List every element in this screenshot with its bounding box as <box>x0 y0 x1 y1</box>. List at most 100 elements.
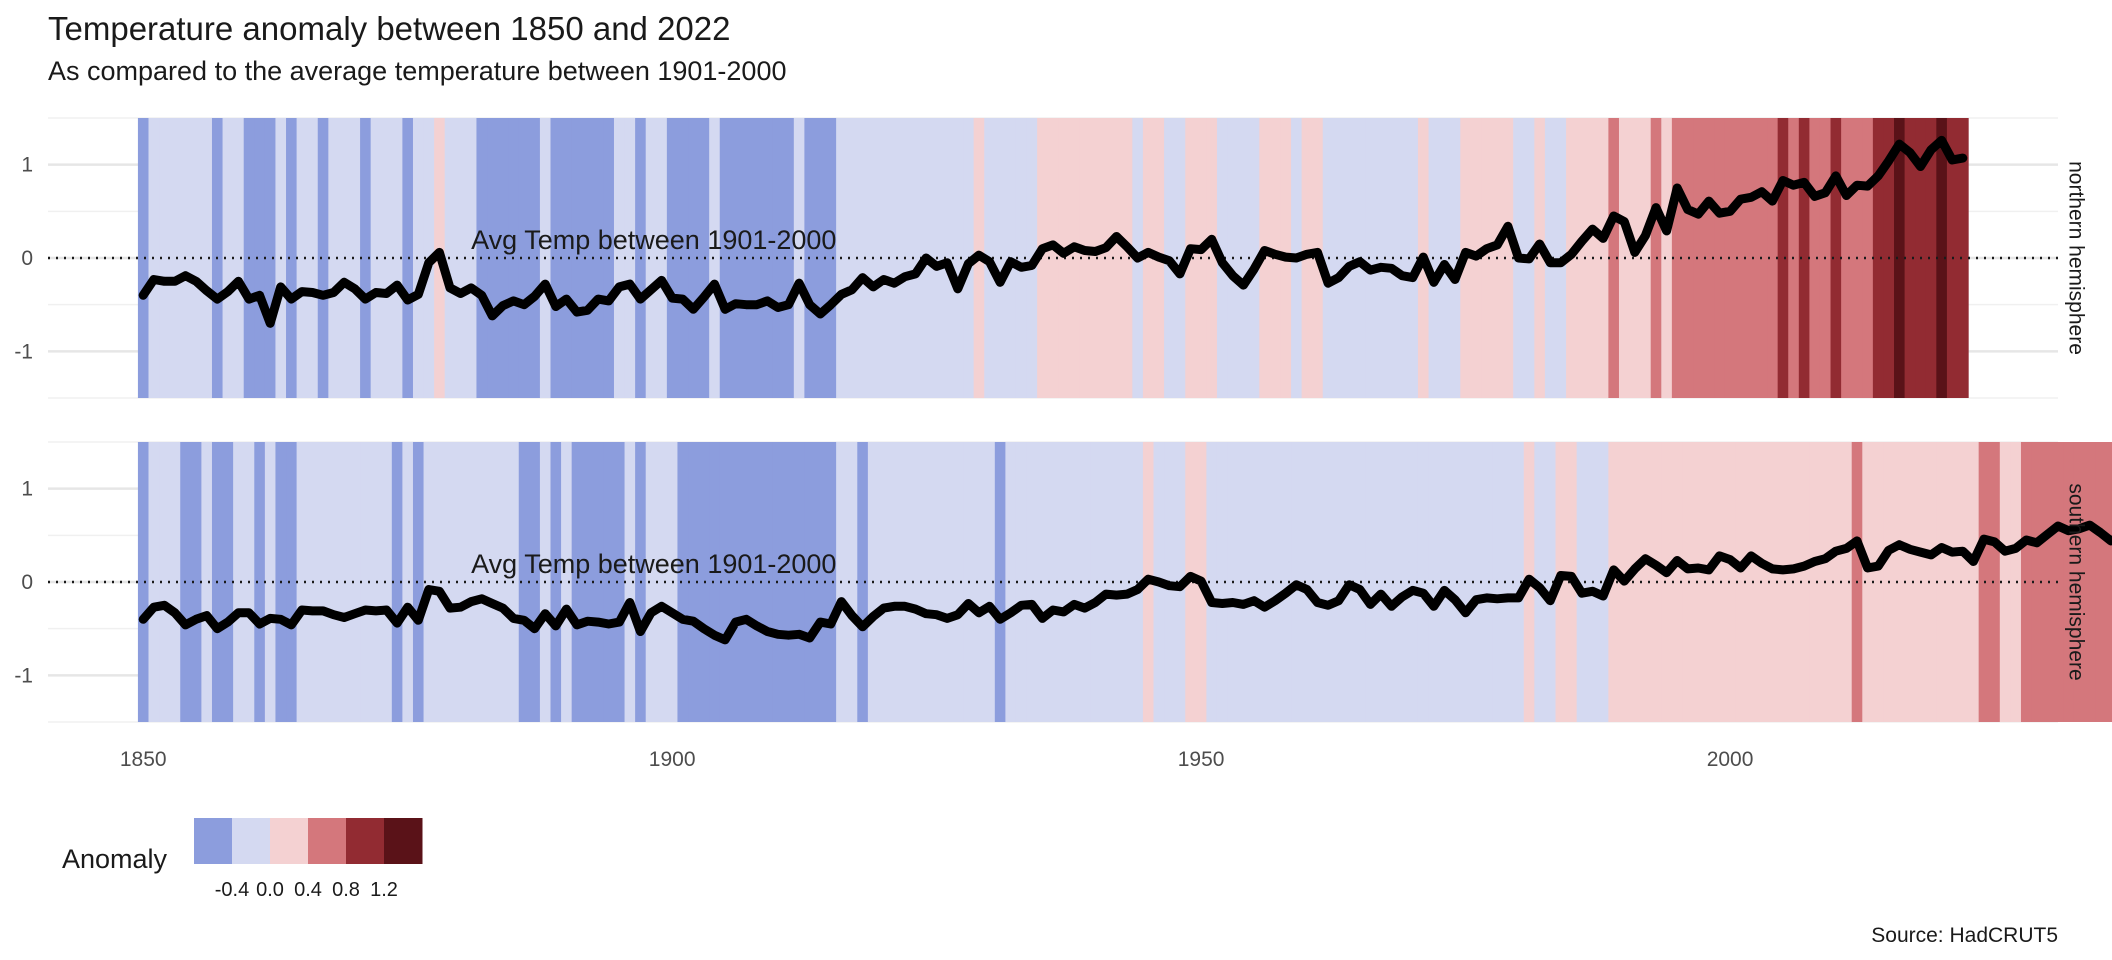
anomaly-line <box>138 135 1968 328</box>
stripe-1871 <box>360 118 372 398</box>
stripe-2017 <box>1904 118 1916 398</box>
stripe-1856 <box>201 442 213 722</box>
stripe-1940 <box>1090 118 1102 398</box>
stripe-1895 <box>613 118 626 398</box>
stripe-1870 <box>349 442 361 722</box>
stripe-2017 <box>1904 442 1916 722</box>
stripe-1948 <box>1174 118 1186 398</box>
stripe-1977 <box>1481 118 1493 398</box>
stripe-1998 <box>1703 442 1715 722</box>
stripe-2005 <box>1777 442 1789 722</box>
stripe-1859 <box>233 118 245 398</box>
stripe-2002 <box>1745 118 1758 398</box>
stripe-1899 <box>656 118 668 398</box>
stripe-1853 <box>169 442 181 722</box>
stripe-1941 <box>1100 442 1112 722</box>
stripe-2029 <box>2031 442 2043 722</box>
stripe-2020 <box>1936 118 1948 398</box>
stripe-1878 <box>434 442 446 722</box>
stripe-1921 <box>889 442 901 722</box>
stripe-1973 <box>1439 118 1451 398</box>
stripe-2026 <box>1999 442 2011 722</box>
stripe-2016 <box>1894 118 1906 398</box>
stripe-1907 <box>740 442 753 722</box>
stripe-1867 <box>317 442 329 722</box>
stripe-1992 <box>1640 442 1652 722</box>
stripe-1958 <box>1280 442 1292 722</box>
y-tick-label: -1 <box>14 664 33 687</box>
stripe-1896 <box>624 442 636 722</box>
stripe-2008 <box>1809 118 1821 398</box>
stripe-1859 <box>233 442 245 722</box>
stripe-1999 <box>1714 118 1726 398</box>
stripe-2008 <box>1809 442 1821 722</box>
stripe-1927 <box>952 442 964 722</box>
stripe-1904 <box>709 442 721 722</box>
legend-key <box>270 818 309 864</box>
stripe-1906 <box>730 442 742 722</box>
stripe-1933 <box>1015 442 1028 722</box>
panel-1: Avg Temp between 1901-2000 -1 0 1 southern h… <box>14 441 2112 723</box>
stripe-1955 <box>1248 442 1260 722</box>
stripe-1940 <box>1090 442 1102 722</box>
stripe-1852 <box>159 118 171 398</box>
stripe-1908 <box>751 118 763 398</box>
stripe-1986 <box>1576 118 1588 398</box>
stripe-1977 <box>1481 442 1493 722</box>
stripe-1850 <box>137 118 150 398</box>
stripe-1979 <box>1502 442 1514 722</box>
stripe-1979 <box>1502 118 1514 398</box>
stripe-1910 <box>772 118 784 398</box>
stripe-1971 <box>1417 442 1430 722</box>
stripe-1974 <box>1449 118 1461 398</box>
stripe-1907 <box>740 118 753 398</box>
y-tick-label: 1 <box>21 478 33 501</box>
stripe-1873 <box>381 442 393 722</box>
stripe-1988 <box>1597 118 1609 398</box>
stripe-1999 <box>1714 442 1726 722</box>
y-tick-label: 0 <box>21 247 33 270</box>
stripe-1917 <box>846 118 858 398</box>
stripe-1851 <box>148 442 160 722</box>
stripe-1961 <box>1312 442 1324 722</box>
stripe-2027 <box>2010 442 2022 722</box>
stripe-1923 <box>910 118 922 398</box>
stripe-2004 <box>1767 442 1779 722</box>
stripe-1980 <box>1513 442 1525 722</box>
stripe-1968 <box>1386 442 1398 722</box>
stripe-1951 <box>1206 118 1218 398</box>
stripe-1875 <box>402 442 414 722</box>
stripe-1943 <box>1121 118 1133 398</box>
stripe-1892 <box>582 118 594 398</box>
stripe-2007 <box>1798 118 1810 398</box>
x-tick-label: 2000 <box>1707 748 1754 771</box>
stripe-1855 <box>190 118 202 398</box>
stripe-1935 <box>1037 442 1049 722</box>
stripe-2011 <box>1841 442 1853 722</box>
stripe-1909 <box>762 442 774 722</box>
stripe-1896 <box>624 118 636 398</box>
stripe-1954 <box>1238 442 1250 722</box>
stripe-1884 <box>497 442 509 722</box>
legend-key <box>308 818 347 864</box>
stripe-1887 <box>529 442 541 722</box>
stripe-1966 <box>1365 442 1377 722</box>
legend-key <box>232 818 271 864</box>
stripe-1974 <box>1449 442 1461 722</box>
stripe-1991 <box>1629 442 1641 722</box>
stripe-2033 <box>2073 442 2086 722</box>
legend-label: -0.4 <box>215 879 249 901</box>
stripe-1969 <box>1396 442 1408 722</box>
stripe-1994 <box>1661 118 1673 398</box>
legend-label: 0.0 <box>256 879 284 901</box>
stripe-1997 <box>1693 442 1705 722</box>
stripe-1856 <box>201 118 213 398</box>
stripe-2019 <box>1925 118 1937 398</box>
stripe-1892 <box>582 442 594 722</box>
stripe-1915 <box>825 118 837 398</box>
legend-label: 0.8 <box>332 879 360 901</box>
stripe-1864 <box>286 118 298 398</box>
stripe-1998 <box>1703 118 1715 398</box>
stripe-1938 <box>1068 118 1081 398</box>
x-tick-label: 1900 <box>649 748 696 771</box>
